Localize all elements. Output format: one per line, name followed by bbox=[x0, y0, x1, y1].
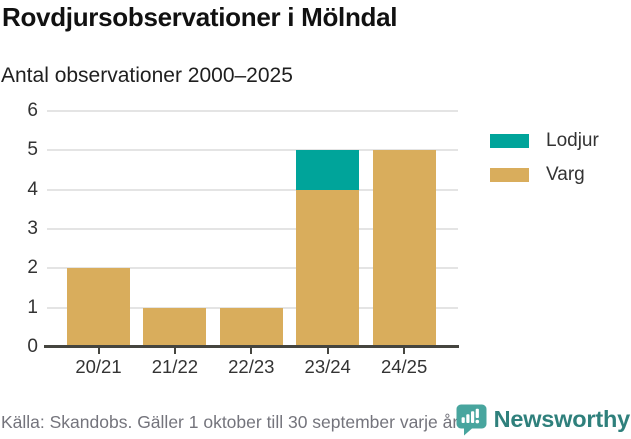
legend: Lodjur Varg bbox=[490, 130, 599, 198]
gridline-y2 bbox=[47, 267, 458, 270]
y-axis-labels: 0 1 2 3 4 5 6 bbox=[0, 100, 38, 357]
x-tick bbox=[250, 348, 253, 354]
chart-subtitle: Antal observationer 2000–2025 bbox=[1, 64, 293, 87]
y-tick-label: 4 bbox=[27, 178, 38, 200]
legend-swatch-lodjur bbox=[490, 134, 529, 148]
source-note: Källa: Skandobs. Gäller 1 oktober till 3… bbox=[1, 412, 463, 432]
y-tick-label: 1 bbox=[27, 296, 38, 318]
brand: Newsworthy bbox=[455, 403, 630, 436]
legend-label: Varg bbox=[546, 164, 585, 185]
x-tick bbox=[173, 348, 176, 354]
bar-segment-varg-20-21 bbox=[67, 268, 130, 347]
legend-item-varg: Varg bbox=[490, 164, 599, 186]
y-tick-label: 5 bbox=[27, 139, 38, 161]
bar-segment-varg-22-23 bbox=[219, 307, 283, 347]
x-axis-ticks bbox=[47, 348, 458, 356]
bar-segment-lodjur-23-24 bbox=[296, 150, 360, 190]
gridline-y3 bbox=[47, 228, 458, 230]
x-tick bbox=[326, 348, 329, 354]
bar-segment-varg-21-22 bbox=[143, 307, 207, 347]
gridline-y1 bbox=[47, 306, 458, 309]
legend-item-lodjur: Lodjur bbox=[490, 130, 599, 152]
plot-area bbox=[47, 110, 458, 347]
x-tick-label: 22/23 bbox=[228, 356, 275, 377]
x-tick bbox=[97, 348, 100, 354]
y-tick-label: 6 bbox=[27, 100, 38, 121]
newsworthy-logo-icon bbox=[456, 404, 487, 436]
bar-segment-varg-24-25 bbox=[372, 150, 436, 347]
x-tick-label: 20/21 bbox=[75, 356, 122, 377]
legend-label: Lodjur bbox=[546, 130, 599, 151]
y-tick-label: 3 bbox=[27, 218, 38, 239]
gridline-y5 bbox=[47, 149, 458, 152]
x-tick-label: 24/25 bbox=[380, 356, 428, 377]
x-tick-label: 21/22 bbox=[151, 356, 199, 377]
chart-title: Rovdjursobservationer i Mölndal bbox=[2, 2, 398, 32]
x-tick-label: 23/24 bbox=[304, 356, 351, 377]
y-tick-label: 2 bbox=[27, 257, 38, 279]
gridline-y6 bbox=[47, 110, 458, 112]
x-axis-line bbox=[44, 345, 459, 348]
brand-name: Newsworthy bbox=[493, 406, 631, 432]
gridline-y4 bbox=[47, 188, 458, 191]
y-tick-label: 0 bbox=[27, 336, 38, 357]
x-axis-labels: 20/21 21/22 22/23 23/24 24/25 bbox=[47, 356, 458, 380]
legend-swatch-varg bbox=[490, 168, 529, 182]
x-tick bbox=[403, 348, 406, 354]
bar-segment-varg-23-24 bbox=[296, 189, 360, 347]
